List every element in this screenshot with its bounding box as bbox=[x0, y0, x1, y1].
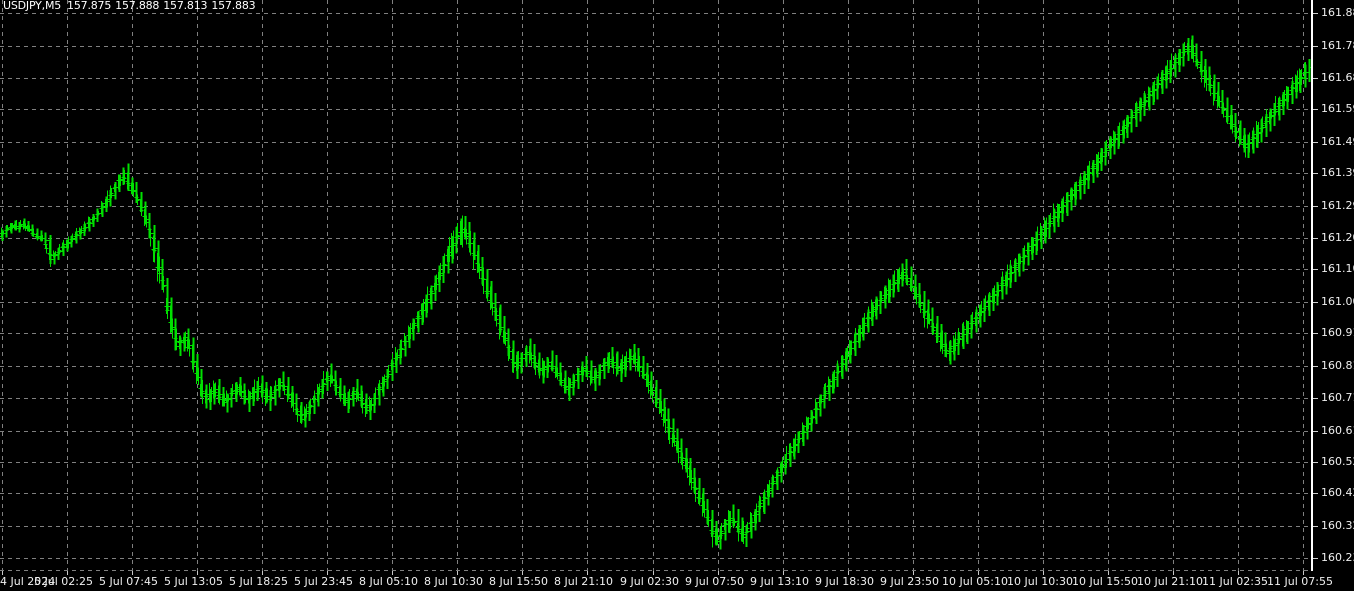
time-axis-label: 8 Jul 05:10 bbox=[359, 575, 418, 588]
price-axis-label: 160.425 bbox=[1321, 486, 1354, 500]
price-axis-tick bbox=[1313, 238, 1318, 239]
price-axis-tick bbox=[1313, 462, 1318, 463]
price-axis-label: 161.685 bbox=[1321, 70, 1354, 84]
time-axis-tick bbox=[132, 571, 133, 575]
price-axis-label: 161.880 bbox=[1321, 6, 1354, 20]
price-axis-tick bbox=[1313, 526, 1318, 527]
time-axis[interactable]: 4 Jul 2024 5 Jul 02:25 5 Jul 07:45 5 Jul 13… bbox=[0, 571, 1354, 591]
time-axis-tick bbox=[653, 571, 654, 575]
time-axis-label: 10 Jul 10:30 bbox=[1007, 575, 1073, 588]
ohlc-close-value: 157.883 bbox=[211, 0, 256, 12]
price-axis-label: 160.715 bbox=[1321, 390, 1354, 404]
time-axis-tick bbox=[718, 571, 719, 575]
price-axis-tick bbox=[1313, 13, 1318, 14]
ohlc-low-value: 157.813 bbox=[163, 0, 208, 12]
time-axis-label: 5 Jul 13:05 bbox=[164, 575, 223, 588]
time-axis-tick bbox=[1043, 571, 1044, 575]
price-axis-tick bbox=[1313, 173, 1318, 174]
price-axis-label: 161.005 bbox=[1321, 295, 1354, 308]
time-axis-tick bbox=[848, 571, 849, 575]
price-axis-tick bbox=[1313, 398, 1318, 399]
time-axis-label: 8 Jul 21:10 bbox=[554, 575, 613, 588]
chart-gridlines bbox=[0, 0, 1311, 571]
price-axis-tick bbox=[1313, 333, 1318, 334]
price-axis-tick bbox=[1313, 269, 1318, 270]
time-axis-label: 5 Jul 07:45 bbox=[99, 575, 158, 588]
symbol-timeframe-label: USDJPY,M5 bbox=[3, 0, 62, 12]
price-axis-tick bbox=[1313, 46, 1318, 47]
price-axis-tick bbox=[1313, 558, 1318, 559]
price-axis-label: 161.395 bbox=[1321, 166, 1354, 180]
time-axis-label: 9 Jul 13:10 bbox=[750, 575, 809, 588]
price-axis-label: 161.780 bbox=[1321, 39, 1354, 53]
price-axis-label: 160.520 bbox=[1321, 455, 1354, 469]
time-axis-label: 9 Jul 23:50 bbox=[880, 575, 939, 588]
price-axis-tick bbox=[1313, 302, 1318, 303]
price-axis-label: 161.105 bbox=[1321, 261, 1354, 275]
time-axis-tick bbox=[1238, 571, 1239, 575]
time-axis-tick bbox=[587, 571, 588, 575]
time-axis-label: 8 Jul 10:30 bbox=[424, 575, 483, 588]
time-axis-label: 4 Jul 2024 bbox=[0, 575, 56, 588]
time-axis-label: 11 Jul 02:35 bbox=[1202, 575, 1268, 588]
price-axis-label: 160.910 bbox=[1321, 326, 1354, 340]
time-axis-label: 9 Jul 02:30 bbox=[620, 575, 679, 588]
price-axis-tick bbox=[1313, 493, 1318, 494]
time-axis-label: 5 Jul 23:45 bbox=[294, 575, 353, 588]
price-axis[interactable]: 161.880 161.780 161.685 161.590 161.490 161.3… bbox=[1311, 0, 1354, 571]
time-axis-tick bbox=[197, 571, 198, 575]
time-axis-label: 10 Jul 15:50 bbox=[1072, 575, 1138, 588]
time-axis-label: 5 Jul 02:25 bbox=[34, 575, 93, 588]
time-axis-tick bbox=[913, 571, 914, 575]
time-axis-tick bbox=[978, 571, 979, 575]
time-axis-label: 5 Jul 18:25 bbox=[229, 575, 288, 588]
time-axis-tick bbox=[327, 571, 328, 575]
price-axis-tick bbox=[1313, 431, 1318, 432]
time-axis-label: 9 Jul 07:50 bbox=[685, 575, 744, 588]
time-axis-tick bbox=[457, 571, 458, 575]
price-axis-label: 161.590 bbox=[1321, 101, 1354, 115]
price-axis-label: 161.295 bbox=[1321, 199, 1354, 213]
price-axis-label: 160.810 bbox=[1321, 359, 1354, 373]
time-axis-tick bbox=[783, 571, 784, 575]
price-axis-label: 161.490 bbox=[1321, 134, 1354, 148]
price-series-bars bbox=[0, 35, 1311, 550]
price-axis-tick bbox=[1313, 109, 1318, 110]
price-axis-label: 161.200 bbox=[1321, 230, 1354, 244]
time-axis-tick bbox=[1173, 571, 1174, 575]
time-axis-label: 10 Jul 21:10 bbox=[1137, 575, 1203, 588]
price-axis-tick bbox=[1313, 206, 1318, 207]
price-axis-tick bbox=[1313, 366, 1318, 367]
time-axis-tick bbox=[392, 571, 393, 575]
time-axis-label: 9 Jul 18:30 bbox=[815, 575, 874, 588]
time-axis-tick bbox=[262, 571, 263, 575]
price-axis-tick bbox=[1313, 78, 1318, 79]
time-axis-tick bbox=[1303, 571, 1304, 575]
time-axis-label: 10 Jul 05:10 bbox=[942, 575, 1008, 588]
time-axis-label: 11 Jul 07:55 bbox=[1267, 575, 1333, 588]
time-axis-tick bbox=[2, 571, 3, 575]
price-axis-label: 160.615 bbox=[1321, 423, 1354, 437]
time-axis-label: 8 Jul 15:50 bbox=[489, 575, 548, 588]
price-axis-line bbox=[1311, 0, 1313, 571]
ohlc-high-value: 157.888 bbox=[115, 0, 160, 12]
price-axis-tick bbox=[1313, 142, 1318, 143]
time-axis-tick bbox=[1108, 571, 1109, 575]
time-axis-tick bbox=[522, 571, 523, 575]
ohlc-open-value: 157.875 bbox=[67, 0, 112, 12]
chart-plot-area[interactable] bbox=[0, 0, 1311, 571]
price-axis-label: 160.230 bbox=[1321, 550, 1354, 564]
time-axis-tick bbox=[67, 571, 68, 575]
symbol-info-header: USDJPY,M5 157.875 157.888 157.813 157.88… bbox=[3, 0, 259, 12]
price-axis-label: 160.325 bbox=[1321, 519, 1354, 533]
